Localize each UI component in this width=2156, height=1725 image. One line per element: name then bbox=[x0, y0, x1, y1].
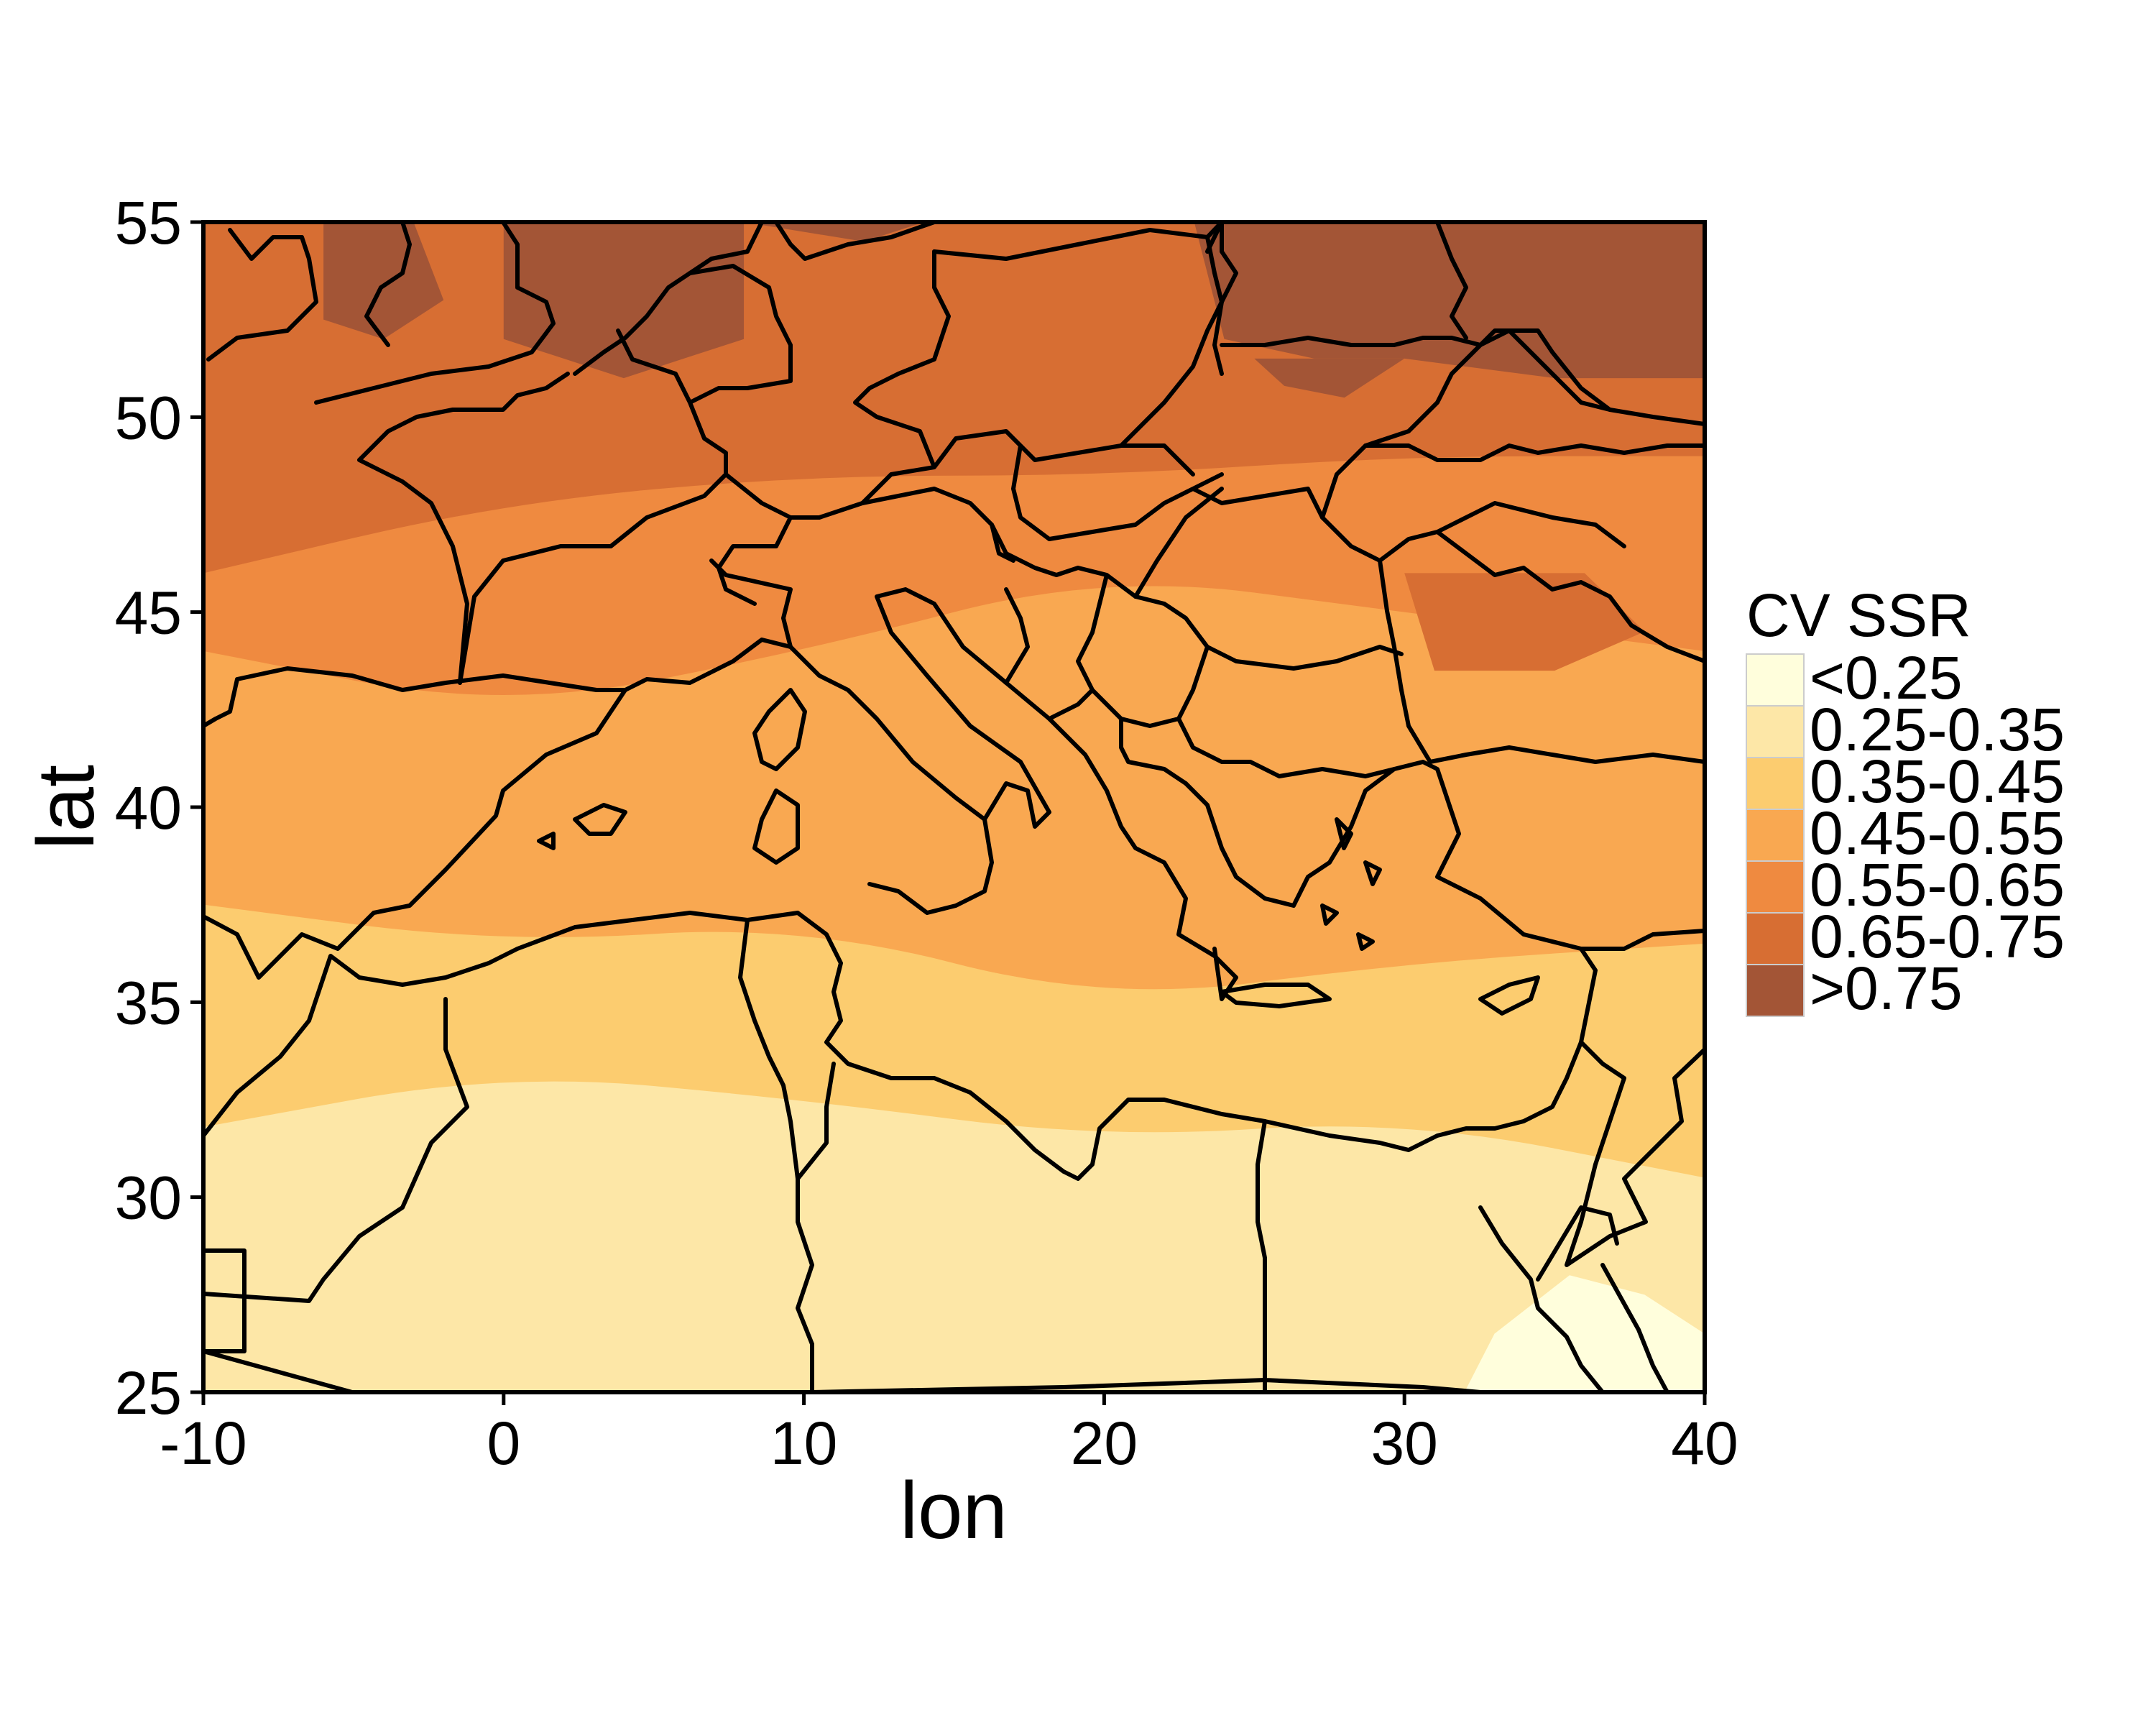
field-class-gt-0.75-4 bbox=[744, 222, 924, 242]
island-balearics bbox=[537, 803, 627, 850]
border-maghreb bbox=[203, 918, 836, 1392]
x-tick-label: -10 bbox=[160, 1409, 247, 1477]
coastline-med-north bbox=[623, 587, 1238, 1001]
islands bbox=[537, 688, 1540, 1016]
island-aegean bbox=[1320, 817, 1382, 951]
coastline-iberia bbox=[203, 666, 627, 980]
y-tick-label: 40 bbox=[115, 774, 182, 842]
y-tick-label: 30 bbox=[115, 1164, 182, 1232]
borders-central-europe bbox=[853, 222, 1382, 728]
field-class-0.65-0.75-east bbox=[1404, 573, 1645, 671]
legend-label: 0.55-0.65 bbox=[1810, 851, 2065, 919]
legend-label: 0.45-0.55 bbox=[1810, 799, 2065, 867]
x-axis-title: lon bbox=[900, 1466, 1007, 1555]
legend-swatch bbox=[1746, 705, 1805, 758]
coastline-north-sea bbox=[573, 222, 936, 376]
field-class-0.25-0.35 bbox=[203, 1081, 1705, 1392]
coastline-africa bbox=[203, 911, 1598, 1181]
field-class-lt-0.25 bbox=[1464, 1275, 1705, 1392]
legend-swatch bbox=[1746, 912, 1805, 965]
legend: CV SSR <0.250.25-0.350.35-0.450.45-0.550… bbox=[1746, 581, 2065, 1022]
coastline-baltic bbox=[932, 222, 1224, 261]
legend-swatch bbox=[1746, 964, 1805, 1017]
x-tick-label: 30 bbox=[1370, 1409, 1437, 1477]
y-tick-label: 25 bbox=[115, 1359, 182, 1427]
island-cyprus bbox=[1478, 975, 1540, 1016]
legend-swatch bbox=[1746, 809, 1805, 862]
legend-swatch bbox=[1746, 653, 1805, 707]
legend-label: 0.65-0.75 bbox=[1810, 903, 2065, 970]
ssr-cv-field bbox=[203, 222, 1705, 1392]
x-tick-label: 20 bbox=[1071, 1409, 1138, 1477]
x-axis: -10 0 10 20 30 40 bbox=[160, 1392, 1738, 1477]
legend-swatch bbox=[1746, 860, 1805, 914]
legend-title: CV SSR bbox=[1746, 581, 1971, 649]
coastline-france-atlantic bbox=[357, 372, 570, 685]
coastlines-and-borders bbox=[203, 222, 1705, 1392]
legend-items: <0.250.25-0.350.35-0.450.45-0.550.55-0.6… bbox=[1746, 644, 2065, 1022]
x-tick-label: 0 bbox=[487, 1409, 520, 1477]
y-tick-label: 55 bbox=[115, 189, 182, 257]
y-axis-title: lat bbox=[21, 765, 111, 850]
borders-balkans bbox=[1004, 328, 1705, 786]
field-class-gt-0.75-0 bbox=[503, 222, 745, 379]
y-tick-label: 35 bbox=[115, 969, 182, 1036]
y-axis: 25 30 35 40 45 50 55 bbox=[115, 189, 203, 1427]
border-levant bbox=[1565, 1040, 1705, 1267]
borders-eastern-europe bbox=[1205, 222, 1705, 462]
legend-swatch bbox=[1746, 757, 1805, 810]
field-class-gt-0.75-1 bbox=[323, 222, 444, 339]
y-tick-label: 50 bbox=[115, 384, 182, 451]
borders-western-europe bbox=[458, 264, 1015, 685]
border-egypt-libya bbox=[810, 1119, 1483, 1392]
field-class-gt-0.75-3 bbox=[1254, 358, 1405, 398]
legend-label: 0.35-0.45 bbox=[1810, 748, 2065, 815]
legend-label: >0.75 bbox=[1810, 954, 1963, 1022]
plot-area bbox=[203, 222, 1705, 1392]
legend-label: <0.25 bbox=[1810, 644, 1963, 712]
island-corsica-sardinia bbox=[752, 688, 807, 865]
y-tick-label: 45 bbox=[115, 579, 182, 647]
legend-label: 0.25-0.35 bbox=[1810, 696, 2065, 763]
island-crete bbox=[1220, 983, 1332, 1008]
coastline-britain bbox=[206, 222, 556, 405]
coastline-red-sea bbox=[1478, 1205, 1669, 1392]
x-tick-label: 40 bbox=[1671, 1409, 1738, 1477]
x-tick-label: 10 bbox=[770, 1409, 837, 1477]
